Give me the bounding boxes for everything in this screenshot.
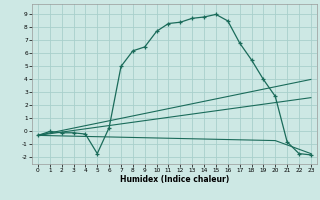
X-axis label: Humidex (Indice chaleur): Humidex (Indice chaleur) [120,175,229,184]
